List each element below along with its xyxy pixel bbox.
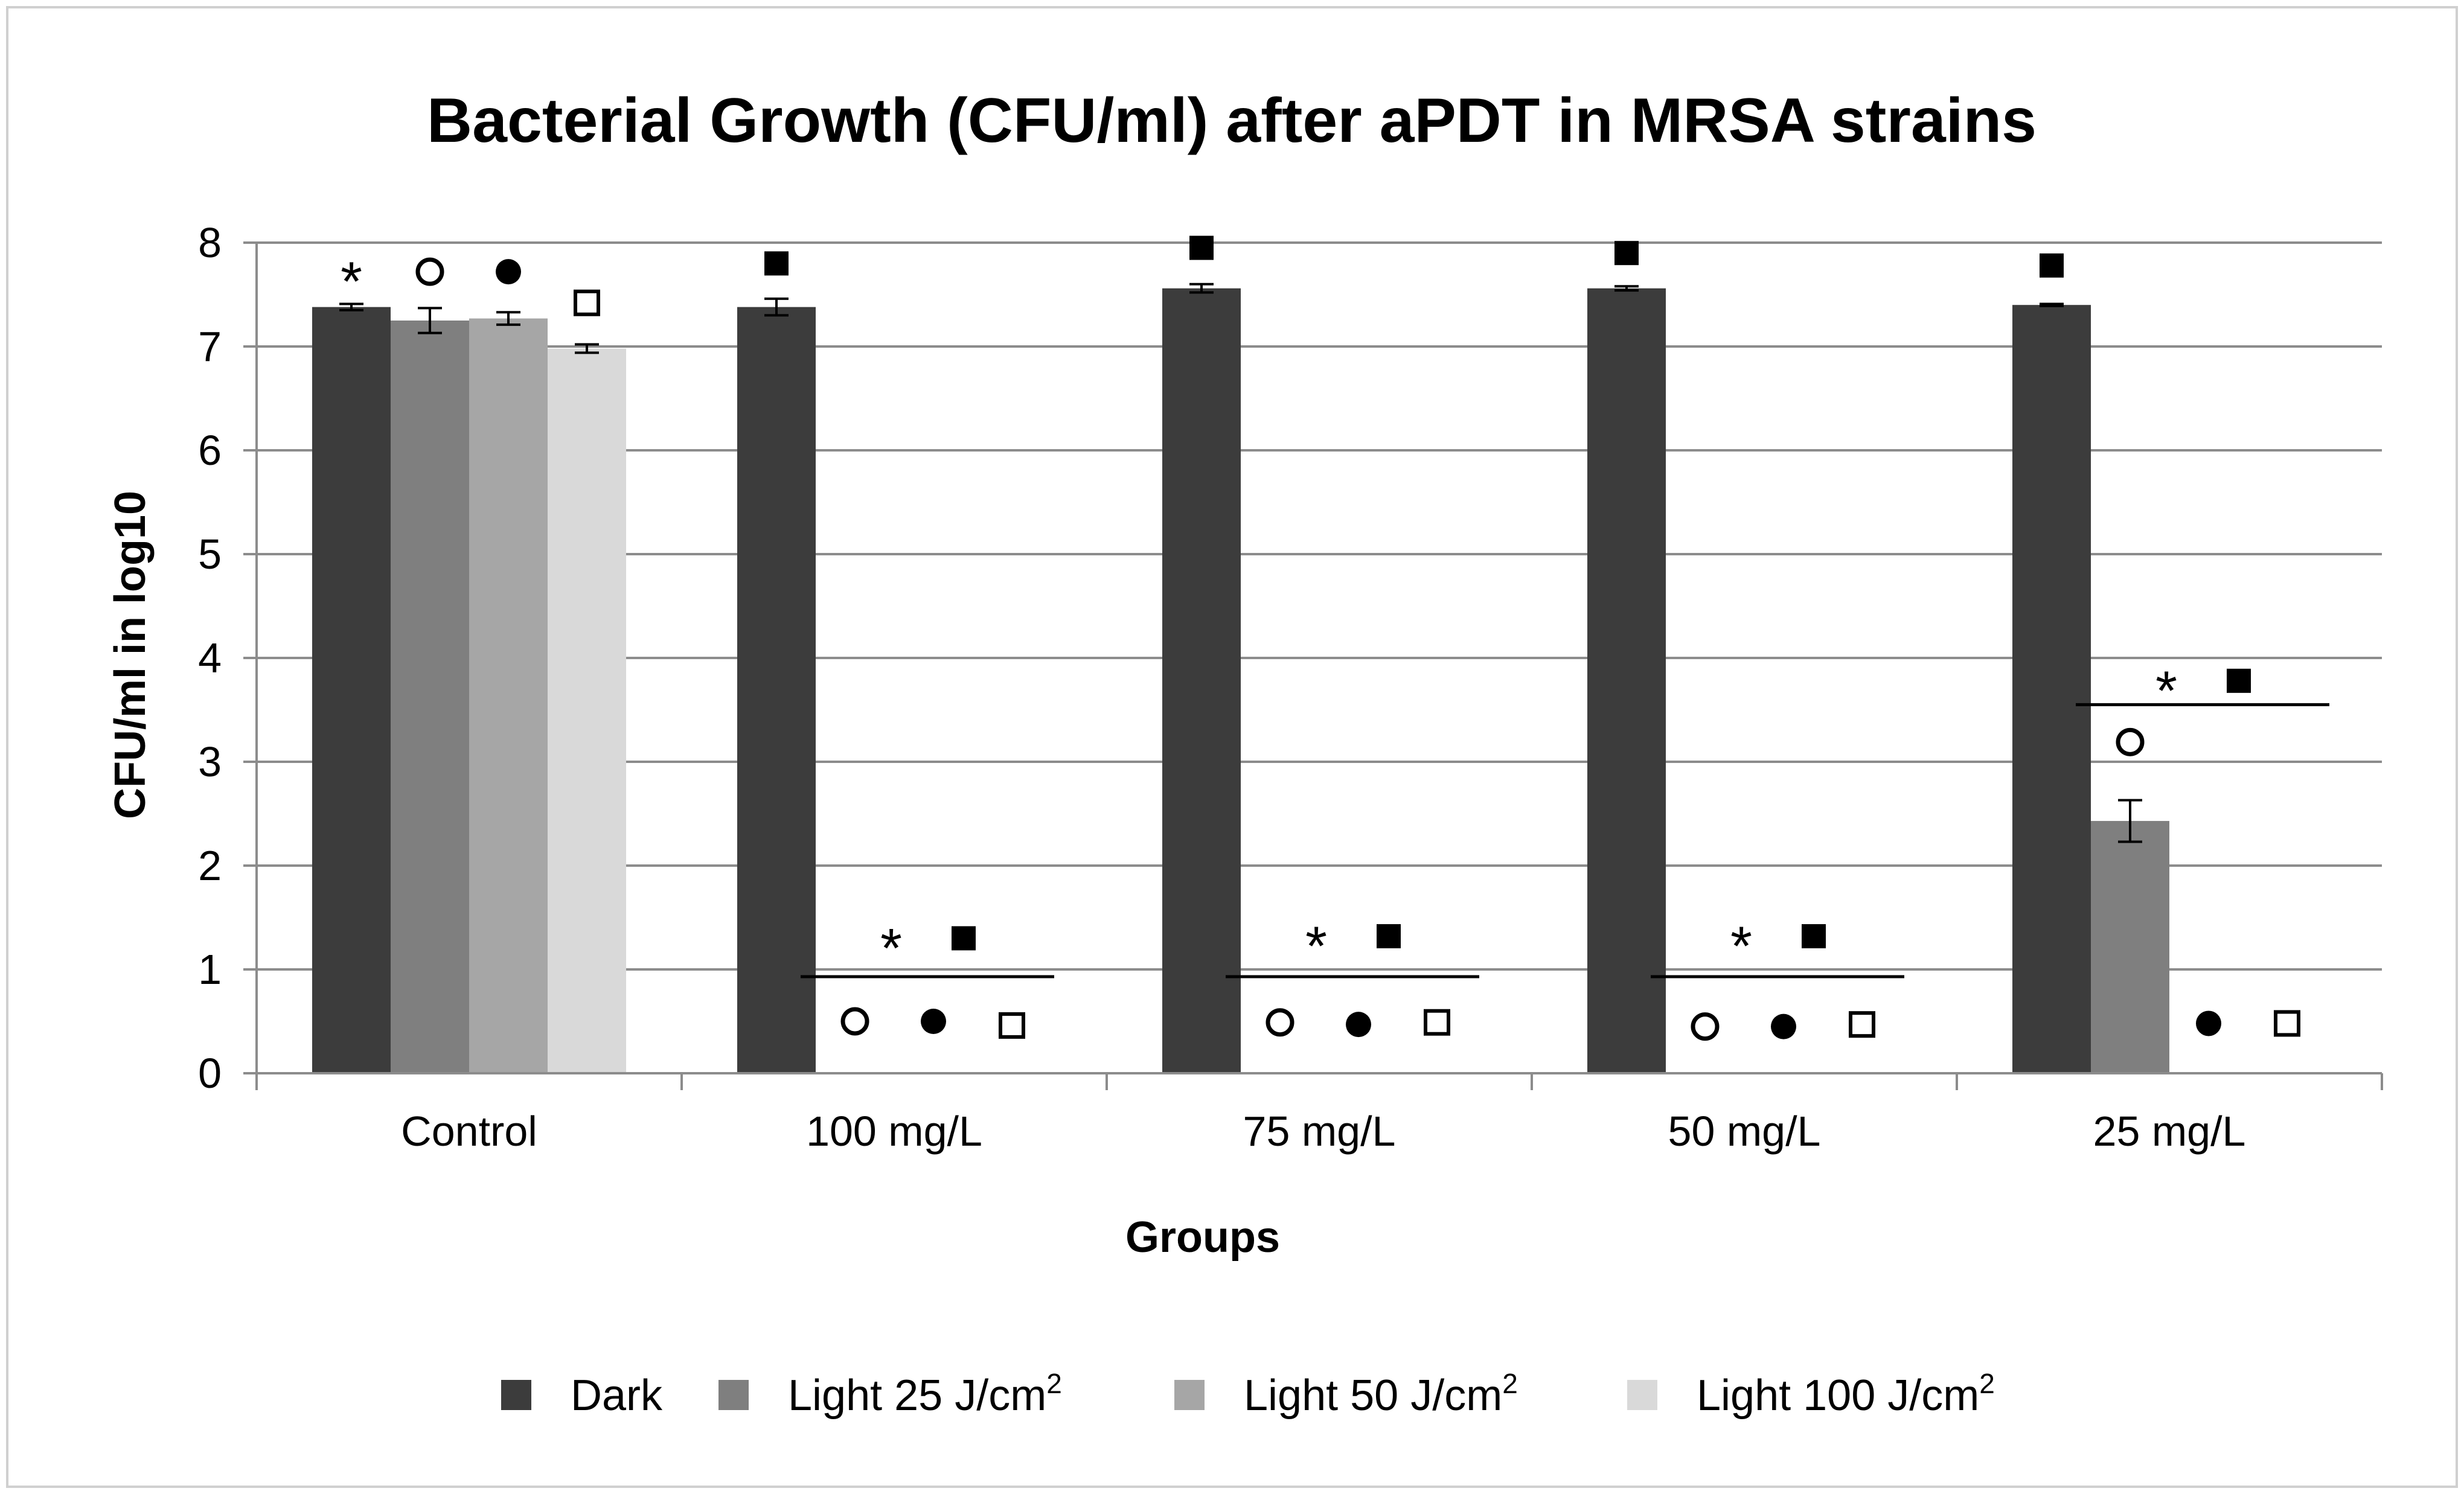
filled-square-marker xyxy=(2040,253,2064,278)
bar xyxy=(469,318,548,1073)
legend-label-superscript: 2 xyxy=(1046,1368,1062,1399)
filled-circle-marker xyxy=(921,1009,946,1034)
x-tick-label: 50 mg/L xyxy=(1668,1108,1821,1155)
error-bars xyxy=(339,282,2142,843)
significance-annotations: * * * * * xyxy=(341,235,2329,1041)
legend-label: Dark xyxy=(571,1371,663,1420)
y-tick-label: 0 xyxy=(198,1050,222,1097)
legend-label-superscript: 2 xyxy=(1502,1368,1518,1399)
bar xyxy=(737,307,816,1073)
open-circle-marker xyxy=(415,257,444,286)
x-tick-label: 25 mg/L xyxy=(2093,1108,2246,1155)
chart-title: Bacterial Growth (CFU/ml) after aPDT in … xyxy=(427,86,2037,156)
y-axis-label: CFU/ml in log10 xyxy=(106,491,155,819)
open-square-marker xyxy=(1424,1009,1450,1036)
filled-square-marker xyxy=(1189,235,1214,260)
y-tick-label: 4 xyxy=(198,634,222,681)
open-circle-marker xyxy=(1691,1012,1720,1041)
filled-square-marker xyxy=(952,926,976,951)
bar xyxy=(2091,821,2169,1073)
open-circle-marker xyxy=(2116,727,2145,756)
x-axis-label: Groups xyxy=(1125,1213,1280,1262)
bars xyxy=(312,288,2169,1074)
open-square-marker xyxy=(1849,1011,1875,1038)
y-tick-label: 2 xyxy=(198,842,222,889)
asterisk-marker: * xyxy=(1305,916,1327,977)
bar xyxy=(2012,305,2091,1074)
legend-swatch xyxy=(1174,1380,1205,1410)
bar xyxy=(391,321,469,1073)
x-tick-label: Control xyxy=(401,1108,537,1155)
open-circle-marker xyxy=(1266,1008,1294,1037)
open-square-marker xyxy=(999,1012,1025,1039)
legend-swatch xyxy=(1627,1380,1657,1410)
x-tick-label: 75 mg/L xyxy=(1243,1108,1396,1155)
legend-swatch xyxy=(718,1380,749,1410)
asterisk-marker: * xyxy=(880,918,902,979)
y-tick-label: 1 xyxy=(198,946,222,993)
legend: Dark Light 25 J/cm2 Light 50 J/cm2 Light 10… xyxy=(501,1368,1995,1420)
y-tick-label: 5 xyxy=(198,531,222,578)
open-square-marker xyxy=(574,289,600,316)
asterisk-marker: * xyxy=(341,251,362,313)
open-square-marker xyxy=(2274,1010,2300,1037)
bar xyxy=(1162,288,1241,1074)
filled-circle-marker xyxy=(1346,1012,1371,1038)
filled-square-marker xyxy=(2227,668,2251,693)
asterisk-marker: * xyxy=(2155,660,2177,722)
bar xyxy=(548,348,626,1074)
asterisk-marker: * xyxy=(1730,916,1752,977)
filled-square-marker xyxy=(1614,241,1639,266)
filled-circle-marker xyxy=(2196,1010,2221,1036)
legend-swatch xyxy=(501,1380,531,1410)
filled-circle-marker xyxy=(496,259,521,285)
bar xyxy=(312,307,391,1073)
filled-circle-marker xyxy=(1771,1013,1796,1039)
bar xyxy=(1587,288,1666,1074)
filled-square-marker xyxy=(1802,924,1826,948)
open-circle-marker xyxy=(840,1007,869,1036)
legend-label: Light 50 J/cm2 xyxy=(1244,1368,1518,1420)
y-tick-label: 3 xyxy=(198,738,222,785)
y-tick-label: 8 xyxy=(198,219,222,266)
legend-label-superscript: 2 xyxy=(1979,1368,1995,1399)
y-tick-label: 7 xyxy=(198,323,222,370)
axes: 0 1 2 3 4 5 6 7 8 Control 100 mg/L 75 mg/L 50 mg/L 25… xyxy=(198,219,2383,1155)
legend-label: Light 100 J/cm2 xyxy=(1697,1368,1995,1420)
y-tick-label: 6 xyxy=(198,427,222,474)
legend-label: Light 25 J/cm2 xyxy=(788,1368,1062,1420)
filled-square-marker xyxy=(764,251,789,276)
x-tick-label: 100 mg/L xyxy=(806,1108,982,1155)
filled-square-marker xyxy=(1377,924,1401,948)
